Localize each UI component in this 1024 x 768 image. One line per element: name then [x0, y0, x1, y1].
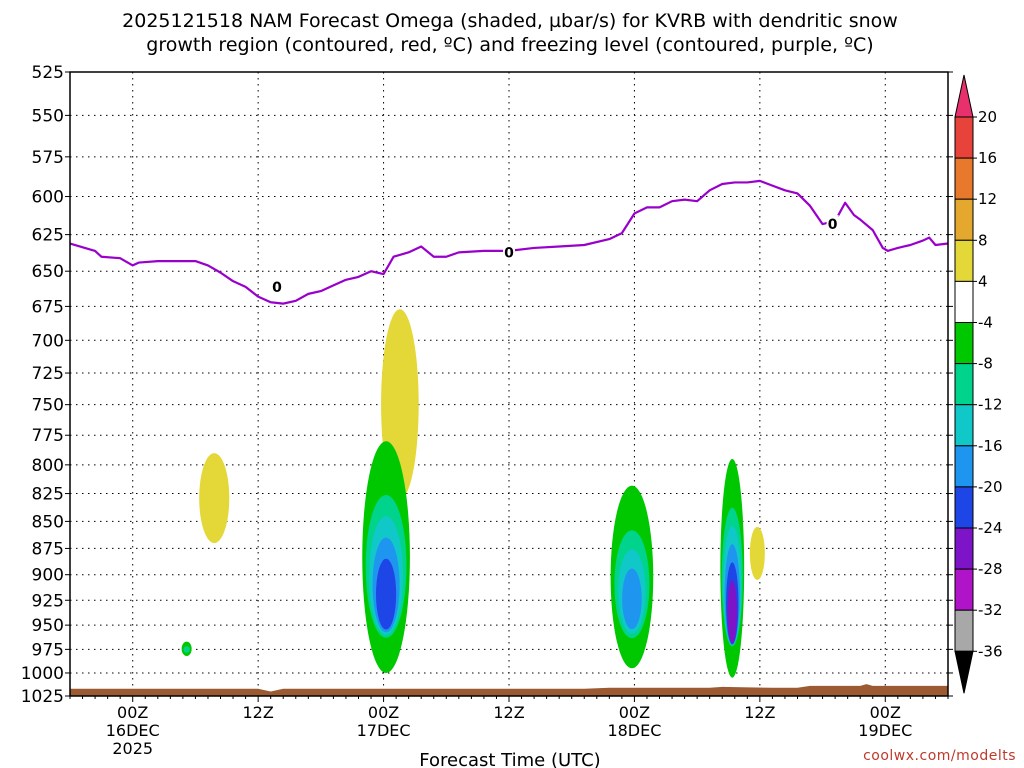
colorbar-tick-label: -4 — [978, 314, 993, 332]
y-tick-label: 675 — [32, 297, 64, 317]
credit-text: coolwx.com/modelts — [863, 748, 1016, 764]
colorbar-tick-label: -8 — [978, 355, 993, 373]
omega-negative-region — [375, 558, 397, 630]
colorbar-top-arrow — [954, 74, 974, 118]
y-tick-label: 900 — [32, 566, 64, 586]
colorbar-swatch — [954, 280, 974, 323]
colorbar-swatch — [954, 157, 974, 200]
colorbar-swatch — [954, 609, 974, 652]
y-tick-label: 1025 — [21, 687, 64, 707]
terrain-fill — [70, 684, 948, 696]
omega-negative-region — [727, 580, 738, 644]
x-tick-label: 00Z — [619, 703, 650, 722]
x-tick-label: 00Z — [368, 703, 399, 722]
omega-negative-region — [183, 646, 190, 653]
y-axis: 525 550 575 600 625 650 675 700 725 750 775 800 825 8… — [21, 63, 953, 707]
colorbar-tick-label: -12 — [978, 396, 1003, 414]
colorbar-swatch — [954, 116, 974, 159]
x-tick-label: 16DEC — [106, 721, 160, 740]
y-tick-label: 550 — [32, 106, 64, 126]
x-tick-label: 12Z — [493, 703, 524, 722]
colorbar-swatch — [954, 568, 974, 611]
colorbar-tick-label: 20 — [978, 108, 997, 126]
colorbar-swatch — [954, 486, 974, 529]
x-tick-label: 00Z — [870, 703, 901, 722]
freezing-level-contour: 0 0 0 — [69, 179, 949, 305]
omega-positive-region — [199, 453, 230, 544]
colorbar-swatch — [954, 404, 974, 447]
colorbar-tick-label: 12 — [978, 190, 997, 208]
freezing-level-label: 0 — [272, 280, 282, 296]
colorbar-tick-label: 8 — [978, 231, 988, 249]
x-tick-label: 2025 — [112, 739, 153, 758]
colorbar-swatch — [954, 322, 974, 365]
freezing-level-label: 0 — [504, 245, 514, 261]
y-tick-label: 575 — [32, 148, 64, 168]
colorbar-tick-label: 4 — [978, 272, 988, 290]
y-tick-label: 600 — [32, 188, 64, 208]
y-tick-label: 775 — [32, 426, 64, 446]
colorbar-swatch — [954, 198, 974, 241]
chart-title-line-1: 2025121518 NAM Forecast Omega (shaded, µ… — [122, 10, 898, 32]
colorbar-bottom-arrow — [954, 650, 974, 694]
colorbar: 20 16 12 8 4 -4 -8 -12 -16 -20 -24 -28 -32 -36 — [954, 74, 1003, 694]
y-tick-label: 625 — [32, 226, 64, 246]
y-tick-label: 950 — [32, 616, 64, 636]
x-tick-label: 17DEC — [357, 721, 411, 740]
colorbar-tick-label: -24 — [978, 519, 1003, 537]
contour-label-bg — [826, 215, 839, 232]
freezing-level-line — [69, 179, 949, 305]
y-tick-label: 750 — [32, 396, 64, 416]
colorbar-swatch — [954, 445, 974, 488]
y-tick-label: 725 — [32, 364, 64, 384]
y-tick-label: 850 — [32, 512, 64, 532]
colorbar-tick-label: -36 — [978, 642, 1003, 660]
colorbar-swatch — [954, 363, 974, 406]
y-tick-label: 825 — [32, 485, 64, 505]
omega-positive-region — [749, 526, 765, 580]
freezing-level-label: 0 — [828, 217, 838, 233]
colorbar-swatch — [954, 239, 974, 282]
colorbar-swatch — [954, 527, 974, 570]
y-tick-label: 975 — [32, 640, 64, 660]
x-tick-label: 18DEC — [607, 721, 661, 740]
x-tick-label: 12Z — [744, 703, 775, 722]
contour-label-bg — [270, 277, 283, 294]
y-tick-label: 925 — [32, 591, 64, 611]
terrain-area — [70, 684, 948, 696]
x-tick-label: 19DEC — [858, 721, 912, 740]
x-axis-label: Forecast Time (UTC) — [419, 750, 600, 768]
x-tick-label: 12Z — [242, 703, 273, 722]
omega-negative-region — [622, 568, 642, 630]
contour-label-bg — [503, 243, 515, 260]
colorbar-tick-label: -28 — [978, 560, 1003, 578]
colorbar-tick-label: -16 — [978, 437, 1003, 455]
y-tick-label: 700 — [32, 331, 64, 351]
x-tick-label: 00Z — [117, 703, 148, 722]
colorbar-tick-label: -32 — [978, 601, 1003, 619]
colorbar-tick-label: 16 — [978, 149, 997, 167]
colorbar-tick-label: -20 — [978, 478, 1003, 496]
y-tick-label: 650 — [32, 262, 64, 282]
y-tick-label: 800 — [32, 456, 64, 476]
y-tick-label: 875 — [32, 539, 64, 559]
y-tick-label: 525 — [32, 63, 64, 83]
chart-title-line-2: growth region (contoured, red, ºC) and f… — [146, 34, 873, 56]
omega-shading — [181, 309, 765, 678]
y-tick-label: 1000 — [21, 664, 64, 684]
